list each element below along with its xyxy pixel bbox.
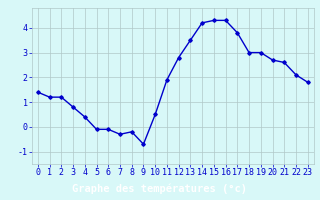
Text: Graphe des températures (°c): Graphe des températures (°c) [73,183,247,194]
